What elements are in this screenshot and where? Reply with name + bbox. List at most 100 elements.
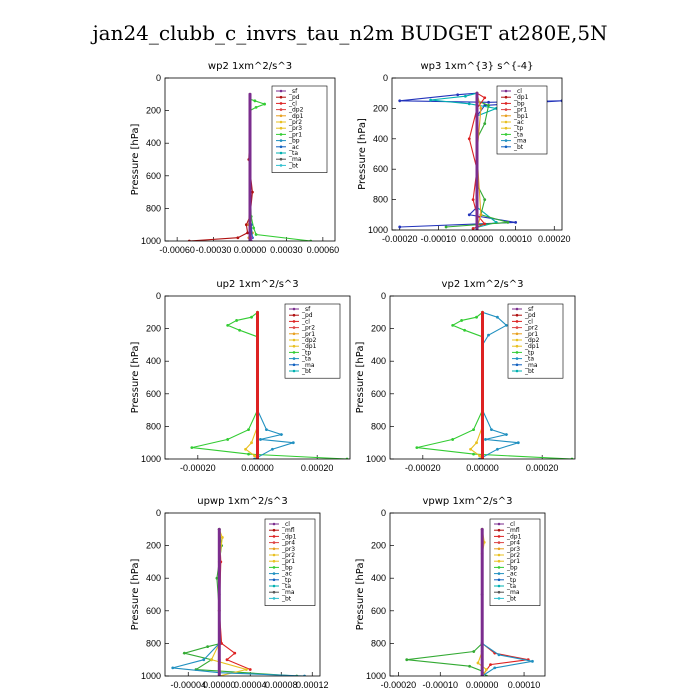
data-point bbox=[429, 98, 433, 102]
data-point bbox=[398, 225, 402, 229]
data-point bbox=[220, 642, 223, 645]
data-point bbox=[171, 666, 175, 670]
legend-marker bbox=[279, 126, 283, 130]
legend-marker bbox=[497, 547, 501, 551]
data-point bbox=[480, 593, 484, 596]
data-point bbox=[469, 447, 472, 451]
legend-entry: _bp bbox=[281, 564, 293, 571]
data-point bbox=[279, 433, 283, 436]
legend-entry: _pr2 bbox=[524, 325, 538, 332]
legend-marker bbox=[497, 528, 501, 532]
data-point bbox=[244, 223, 248, 227]
y-tick-label: 1000 bbox=[366, 671, 386, 681]
legend-marker bbox=[292, 369, 296, 373]
legend-marker bbox=[504, 95, 508, 99]
data-point bbox=[456, 93, 460, 97]
y-axis-label: Pressure [hPa] bbox=[130, 559, 141, 631]
data-point bbox=[233, 651, 237, 655]
data-point bbox=[467, 102, 471, 106]
data-point bbox=[483, 122, 487, 125]
legend-marker bbox=[497, 584, 501, 588]
series-group bbox=[398, 91, 562, 230]
y-tick-label: 200 bbox=[371, 541, 386, 551]
data-point bbox=[291, 441, 295, 445]
y-axis-label: Pressure [hPa] bbox=[130, 342, 141, 414]
legend-marker bbox=[515, 357, 519, 360]
legend-marker bbox=[272, 553, 276, 557]
y-axis-label: Pressure [hPa] bbox=[355, 342, 366, 414]
y-tick-label: 400 bbox=[146, 573, 161, 583]
data-point bbox=[253, 454, 256, 458]
y-tick-label: 1000 bbox=[141, 236, 161, 246]
legend-marker bbox=[279, 120, 283, 124]
legend-marker bbox=[279, 139, 283, 142]
data-point bbox=[472, 428, 475, 432]
legend-entry: _cl bbox=[524, 318, 533, 325]
legend-marker bbox=[272, 541, 276, 544]
data-point bbox=[236, 236, 240, 240]
data-point bbox=[254, 233, 258, 236]
legend-entry: _ta bbox=[281, 583, 291, 590]
legend-entry: _sf bbox=[524, 306, 534, 313]
plot-panel: upwp 1xm^2/s^3 Pressure [hPa] 0 200 400 600 80… bbox=[130, 496, 329, 690]
y-tick-label: 600 bbox=[373, 164, 388, 174]
plot-frame bbox=[164, 77, 336, 242]
series-group bbox=[187, 92, 313, 241]
plot-title: wp2 1xm^2/s^3 bbox=[208, 61, 292, 72]
legend-marker bbox=[272, 547, 276, 551]
data-point bbox=[405, 658, 409, 662]
legend-entry: _pd bbox=[524, 312, 536, 319]
legend-entry: _mfl bbox=[281, 527, 295, 534]
data-point bbox=[263, 102, 266, 106]
plot-frame bbox=[164, 512, 321, 677]
legend-marker bbox=[279, 164, 283, 167]
y-tick-label: 1000 bbox=[141, 671, 161, 681]
data-point bbox=[516, 441, 520, 445]
legend-marker bbox=[504, 145, 508, 149]
legend-marker bbox=[504, 126, 508, 130]
x-tick-label: -0.00020 bbox=[405, 463, 441, 473]
legend-entry: _ta bbox=[506, 583, 516, 590]
data-point bbox=[490, 428, 493, 432]
plot-frame bbox=[389, 295, 576, 460]
series-group bbox=[405, 527, 534, 676]
legend-marker bbox=[292, 320, 296, 323]
legend-entry: _cl bbox=[288, 100, 297, 107]
legend-marker bbox=[279, 151, 283, 155]
legend-entry: _pr4 bbox=[506, 540, 520, 547]
legend-entry: _ma bbox=[524, 362, 538, 369]
data-point bbox=[487, 103, 490, 107]
data-point bbox=[489, 663, 492, 666]
legend-entry: _ta bbox=[288, 150, 298, 157]
data-point bbox=[467, 213, 471, 217]
legend-marker bbox=[272, 584, 276, 588]
legend-entry: _dp1 bbox=[281, 533, 297, 540]
data-point bbox=[471, 198, 475, 202]
legend-marker bbox=[515, 313, 519, 317]
legend-entry: _tp bbox=[524, 349, 534, 356]
legend-entry: _dp1 bbox=[301, 343, 317, 350]
legend-entry: _ta bbox=[301, 356, 311, 363]
y-tick-label: 800 bbox=[371, 421, 386, 431]
legend-entry: _dp2 bbox=[524, 337, 540, 344]
y-tick-label: 800 bbox=[146, 421, 161, 431]
data-point bbox=[256, 310, 259, 314]
series-group bbox=[171, 527, 306, 676]
plot-panel: up2 1xm^2/s^3 Pressure [hPa] 0 200 400 600 800… bbox=[130, 279, 351, 473]
legend-entry: _cl bbox=[301, 318, 310, 325]
legend-entry: _bt bbox=[288, 162, 299, 169]
y-tick-label: 800 bbox=[373, 195, 388, 205]
y-tick-label: 600 bbox=[146, 389, 161, 399]
legend-entry: _ta bbox=[524, 356, 534, 363]
data-point bbox=[248, 92, 252, 96]
legend-marker bbox=[497, 541, 501, 544]
legend-entry: _pr3 bbox=[281, 546, 295, 553]
legend-marker bbox=[292, 363, 296, 367]
legend-marker bbox=[497, 566, 501, 569]
plot-frame bbox=[164, 295, 351, 460]
data-point bbox=[471, 227, 475, 230]
data-point bbox=[248, 668, 252, 671]
data-point bbox=[398, 99, 402, 103]
plot-title: wp3 1xm^{3} s^{-4} bbox=[420, 61, 533, 72]
